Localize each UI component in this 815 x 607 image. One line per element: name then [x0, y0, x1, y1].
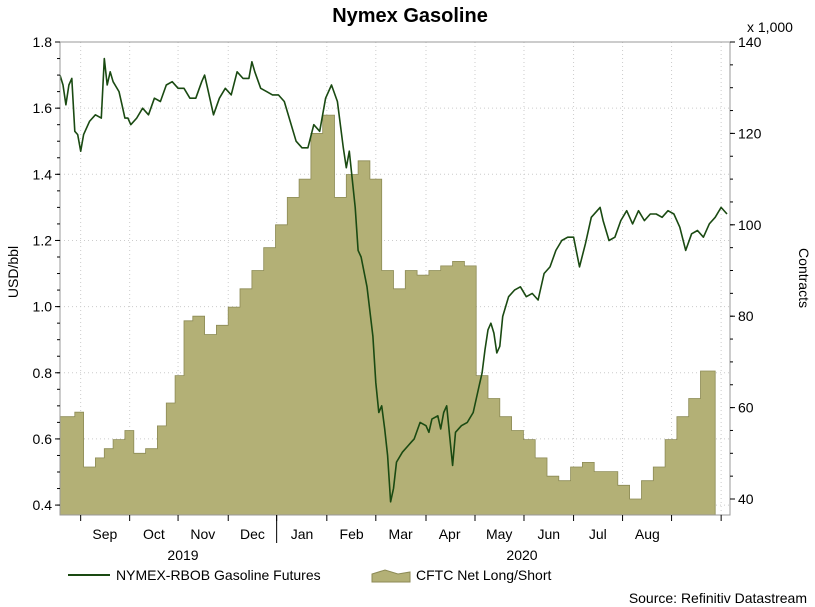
right-tick-label: 80	[738, 308, 754, 324]
right-axis-ticks: 140 120 100 80 60 40	[730, 34, 762, 507]
left-tick-label: 1.0	[33, 299, 53, 315]
right-axis-multiplier: x 1,000	[747, 19, 793, 35]
legend-area-swatch	[371, 569, 411, 583]
x-tick-label: Nov	[190, 526, 215, 542]
year-label-2020: 2020	[506, 547, 537, 563]
x-tick-label: Feb	[340, 526, 364, 542]
right-tick-label: 140	[738, 34, 762, 50]
left-axis-ticks: 1.8 1.6 1.4 1.2 1.0 0.8 0.6 0.4	[33, 34, 60, 513]
left-tick-label: 1.6	[33, 100, 53, 116]
x-tick-label: Jul	[589, 526, 607, 542]
rbob-futures-line	[59, 57, 728, 503]
x-tick-label: Apr	[439, 526, 461, 542]
x-tick-label: Jan	[291, 526, 314, 542]
right-tick-label: 100	[738, 217, 762, 233]
x-tick-label: May	[486, 526, 512, 542]
right-tick-label: 60	[738, 400, 754, 416]
x-tick-label: Mar	[389, 526, 413, 542]
year-label-2019: 2019	[167, 547, 198, 563]
left-tick-label: 1.8	[33, 34, 53, 50]
x-tick-label: Oct	[143, 526, 165, 542]
right-tick-label: 40	[738, 491, 754, 507]
legend-label-rbob: NYMEX-RBOB Gasoline Futures	[116, 567, 321, 583]
left-tick-label: 0.6	[33, 431, 53, 447]
chart-title: Nymex Gasoline	[332, 5, 488, 27]
x-tick-label: Jun	[537, 526, 560, 542]
x-tick-label: Sep	[92, 526, 117, 542]
x-axis-ticks: Sep Oct Nov Dec Jan Feb Mar Apr May Jun Jul Aug 2019…	[80, 515, 722, 563]
source-note: Source: Refinitiv Datastream	[629, 590, 807, 606]
legend-label-cftc: CFTC Net Long/Short	[416, 567, 551, 583]
legend: NYMEX-RBOB Gasoline Futures CFTC Net Lon…	[68, 567, 551, 583]
right-tick-label: 120	[738, 125, 762, 141]
left-tick-label: 1.4	[33, 166, 53, 182]
left-tick-label: 0.4	[33, 497, 53, 513]
left-axis-label: USD/bbl	[5, 246, 21, 298]
x-tick-label: Aug	[635, 526, 660, 542]
left-tick-label: 1.2	[33, 232, 53, 248]
plot-area	[59, 41, 731, 516]
left-tick-label: 0.8	[33, 365, 53, 381]
plot-border	[59, 41, 731, 516]
cftc-area-path	[59, 114, 716, 516]
cftc-net-area	[59, 114, 716, 516]
x-tick-label: Dec	[240, 526, 265, 542]
right-axis-label: Contracts	[796, 248, 812, 308]
rbob-line-path	[59, 57, 728, 503]
